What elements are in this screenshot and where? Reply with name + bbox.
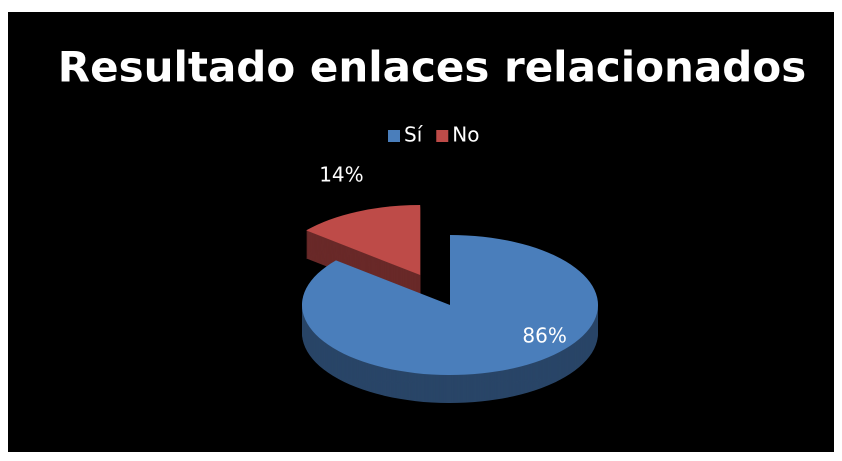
pie-slice: [306, 205, 421, 304]
data-label: 14%: [319, 162, 363, 186]
slice-top: [306, 205, 421, 276]
data-label: 86%: [522, 324, 566, 348]
pie-slice: [301, 235, 598, 403]
chart-title: Resultado enlaces relacionados: [58, 43, 806, 92]
legend-label: Sí: [404, 123, 424, 147]
legend-label: No: [452, 123, 479, 147]
legend-swatch: [436, 130, 449, 142]
legend-swatch: [388, 130, 400, 142]
slice-top: [301, 235, 598, 375]
